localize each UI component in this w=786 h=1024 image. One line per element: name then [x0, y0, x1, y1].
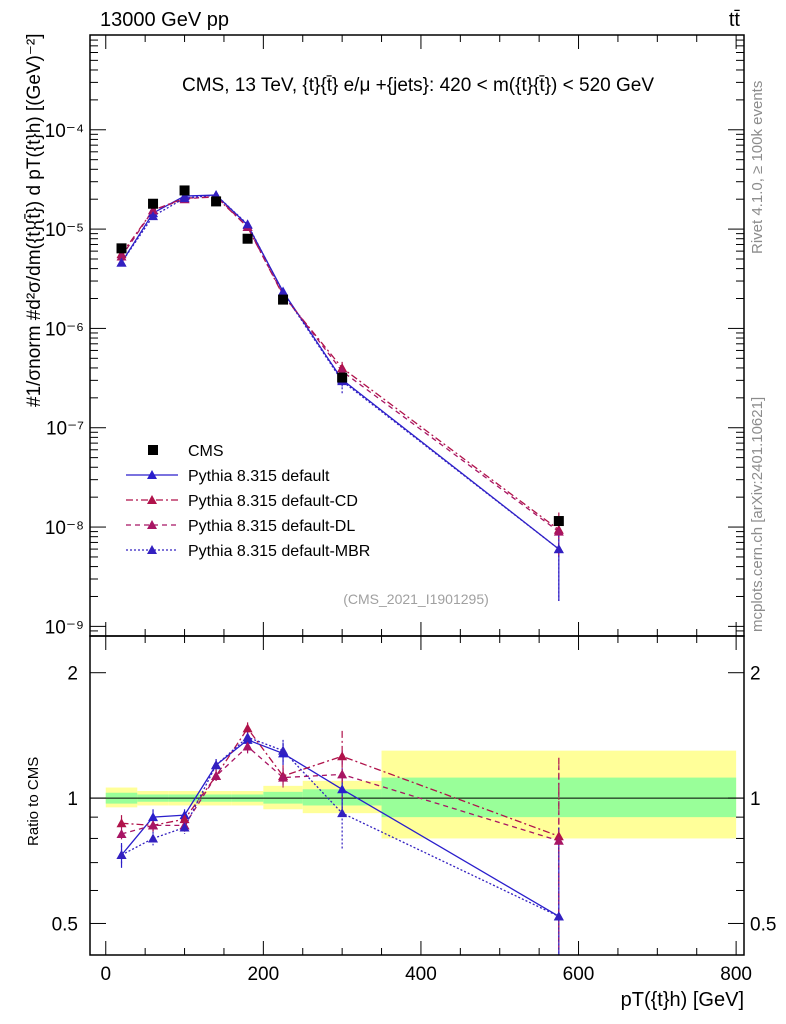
upper-pythia-8-315-default-dl-marker-1 — [148, 205, 159, 215]
cms-marker-0 — [116, 243, 127, 254]
header-right: tt̄ — [729, 9, 741, 31]
ratio-y-tick-label-right-0: 0.5 — [750, 914, 776, 935]
ratio-pythia-8-315-default-mbr-marker-5 — [278, 745, 289, 755]
upper-y-tick-label-1: 10⁻⁸ — [45, 518, 84, 539]
cms-marker-7 — [553, 516, 564, 527]
x-tick-label-800: 800 — [720, 964, 752, 985]
x-tick-label-400: 400 — [405, 964, 437, 985]
main-title: CMS, 13 TeV, {t}{t̄} e/μ +{jets}: 420 < … — [182, 75, 654, 96]
series-lines — [120, 193, 560, 955]
ratio-pythia-8-315-default-cd-marker-4 — [242, 723, 253, 733]
ratio-pythia-8-315-default-cd-marker-2 — [179, 814, 190, 824]
ratio-y-tick-label-right-1: 1 — [750, 789, 761, 810]
legend-marker-cms — [148, 445, 158, 455]
ratio-y-tick-label-2: 2 — [67, 664, 78, 685]
upper-y-tick-label-2: 10⁻⁷ — [46, 419, 84, 440]
ratio-y-tick-label-0: 0.5 — [52, 914, 78, 935]
axis-ticks — [90, 35, 744, 955]
x-tick-label-0: 0 — [100, 964, 111, 985]
data-markers — [116, 185, 564, 921]
ratio-uncertainty-bands — [90, 750, 744, 839]
ratio-pythia-8-315-default-cd-line — [121, 727, 560, 837]
x-tick-label-600: 600 — [563, 964, 595, 985]
upper-pythia-8-315-default-mbr-marker-7 — [553, 544, 564, 554]
analysis-annotation: (CMS_2021_I1901295) — [343, 591, 489, 607]
legend-label-pythia-8-315-default: Pythia 8.315 default — [188, 468, 330, 485]
ratio-pythia-8-315-default-dl-marker-0 — [116, 828, 127, 838]
upper-y-tick-label-4: 10⁻⁵ — [45, 220, 84, 241]
upper-y-axis-label: #1/σnorm #d²σ/dm({t}{t̄}) d pT({t}h) [(G… — [24, 33, 45, 407]
ratio-pythia-8-315-default-cd-marker-0 — [116, 818, 127, 828]
upper-y-tick-label-0: 10⁻⁹ — [45, 617, 84, 638]
cms-marker-1 — [148, 198, 159, 209]
upper-pythia-8-315-default-mbr-marker-0 — [116, 257, 127, 267]
ratio-pythia-8-315-default-mbr-marker-1 — [148, 833, 159, 843]
legend-marker-pythia-8-315-default-mbr — [147, 545, 157, 554]
ratio-pythia-8-315-default-mbr-marker-0 — [116, 850, 127, 860]
axis-labels: 0 200 400 600 800 10⁻⁹ 10⁻⁸ 10⁻⁷ 10⁻⁶ 10⁻⁵ 10⁻⁴ 0.5… — [45, 121, 777, 985]
ratio-y-tick-label-right-2: 2 — [750, 664, 761, 685]
plot-frames — [89, 34, 745, 956]
ratio-pythia-8-315-default-mbr-marker-3 — [211, 760, 222, 770]
ratio-pythia-8-315-default-dl-marker-4 — [242, 741, 253, 751]
cms-marker-5 — [278, 294, 289, 305]
legend-marker-pythia-8-315-default — [147, 470, 157, 479]
ratio-pythia-8-315-default-dl-marker-5 — [278, 772, 289, 782]
x-tick-label-200: 200 — [247, 964, 279, 985]
legend-label-pythia-8-315-default-mbr: Pythia 8.315 default-MBR — [188, 543, 370, 560]
ratio-pythia-8-315-default-mbr-marker-2 — [179, 822, 190, 832]
ratio-pythia-8-315-default-marker-1 — [148, 812, 159, 822]
legend-label-pythia-8-315-default-dl: Pythia 8.315 default-DL — [188, 518, 355, 535]
cms-marker-6 — [337, 372, 348, 383]
ratio-pythia-8-315-default-dl-marker-7 — [553, 835, 564, 845]
upper-y-tick-label-3: 10⁻⁶ — [45, 319, 84, 340]
ratio-pythia-8-315-default-mbr-marker-6 — [337, 808, 348, 818]
ratio-pythia-8-315-default-cd-marker-6 — [337, 751, 348, 761]
ratio-pythia-8-315-default-mbr-marker-7 — [553, 911, 564, 921]
header-left: 13000 GeV pp — [100, 9, 229, 31]
ratio-pythia-8-315-default-dl-line — [121, 745, 560, 842]
legend: CMS Pythia 8.315 default Pythia 8.315 defa… — [126, 443, 370, 560]
legend-label-cms: CMS — [188, 443, 224, 460]
upper-pythia-8-315-default-dl-marker-0 — [116, 251, 127, 261]
upper-pythia-8-315-default-mbr-marker-4 — [242, 219, 253, 229]
legend-marker-pythia-8-315-default-dl — [147, 520, 157, 529]
upper-pythia-8-315-default-mbr-marker-5 — [278, 287, 289, 297]
cms-marker-4 — [242, 233, 253, 244]
ratio-pythia-8-315-default-cd-marker-7 — [553, 831, 564, 841]
upper-pythia-8-315-default-cd-line — [120, 196, 560, 531]
upper-pythia-8-315-default-mbr-marker-1 — [148, 211, 159, 221]
ratio-pythia-8-315-default-dl-marker-1 — [148, 820, 159, 830]
ratio-pythia-8-315-default-dl-marker-3 — [211, 770, 222, 780]
cms-marker-2 — [179, 185, 190, 196]
lower-y-axis-label: Ratio to CMS — [25, 757, 42, 846]
x-axis-label: pT({t}h) [GeV] — [621, 989, 744, 1011]
ratio-pythia-8-315-default-mbr-marker-4 — [242, 732, 253, 742]
ratio-plot-frame — [89, 635, 745, 956]
mcplots-label: mcplots.cern.ch [arXiv:2401.10621] — [749, 397, 766, 632]
ratio-pythia-8-315-default-mbr-line — [121, 736, 560, 917]
rivet-label: Rivet 4.1.0, ≥ 100k events — [749, 81, 766, 254]
legend-label-pythia-8-315-default-cd: Pythia 8.315 default-CD — [188, 493, 358, 510]
upper-pythia-8-315-default-dl-marker-7 — [553, 526, 564, 536]
upper-pythia-8-315-default-mbr-marker-2 — [179, 193, 190, 203]
cms-marker-3 — [211, 196, 222, 207]
ratio-y-tick-label-1: 1 — [67, 789, 78, 810]
upper-pythia-8-315-default-mbr-line — [120, 194, 560, 550]
upper-y-tick-label-5: 10⁻⁴ — [45, 121, 84, 142]
ratio-pythia-8-315-default-dl-marker-6 — [337, 769, 348, 779]
ratio-pythia-8-315-default-marker-6 — [337, 784, 348, 794]
legend-marker-pythia-8-315-default-cd — [147, 495, 157, 504]
